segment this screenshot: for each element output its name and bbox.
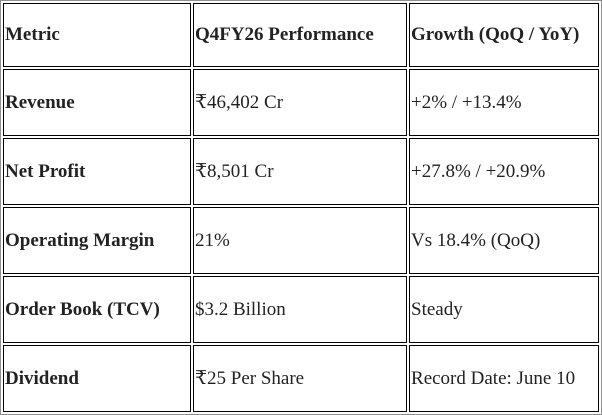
row-growth: +27.8% / +20.9% xyxy=(409,138,599,205)
row-growth: Steady xyxy=(409,276,599,343)
row-performance: ₹46,402 Cr xyxy=(192,69,408,136)
table-row: Dividend ₹25 Per Share Record Date: June… xyxy=(3,345,599,412)
header-growth: Growth (QoQ / YoY) xyxy=(409,3,599,67)
row-growth: +2% / +13.4% xyxy=(409,69,599,136)
row-growth: Vs 18.4% (QoQ) xyxy=(409,207,599,274)
row-performance: 21% xyxy=(192,207,408,274)
row-metric: Order Book (TCV) xyxy=(3,276,191,343)
header-performance: Q4FY26 Performance xyxy=(192,3,408,67)
header-metric: Metric xyxy=(3,3,191,67)
table-row: Net Profit ₹8,501 Cr +27.8% / +20.9% xyxy=(3,138,599,205)
table-row: Order Book (TCV) $3.2 Billion Steady xyxy=(3,276,599,343)
row-metric: Net Profit xyxy=(3,138,191,205)
row-performance: ₹8,501 Cr xyxy=(192,138,408,205)
row-metric: Dividend xyxy=(3,345,191,412)
row-performance: ₹25 Per Share xyxy=(192,345,408,412)
table-header-row: Metric Q4FY26 Performance Growth (QoQ / … xyxy=(3,3,599,67)
table-row: Revenue ₹46,402 Cr +2% / +13.4% xyxy=(3,69,599,136)
row-performance: $3.2 Billion xyxy=(192,276,408,343)
row-metric: Operating Margin xyxy=(3,207,191,274)
row-metric: Revenue xyxy=(3,69,191,136)
table-row: Operating Margin 21% Vs 18.4% (QoQ) xyxy=(3,207,599,274)
row-growth: Record Date: June 10 xyxy=(409,345,599,412)
